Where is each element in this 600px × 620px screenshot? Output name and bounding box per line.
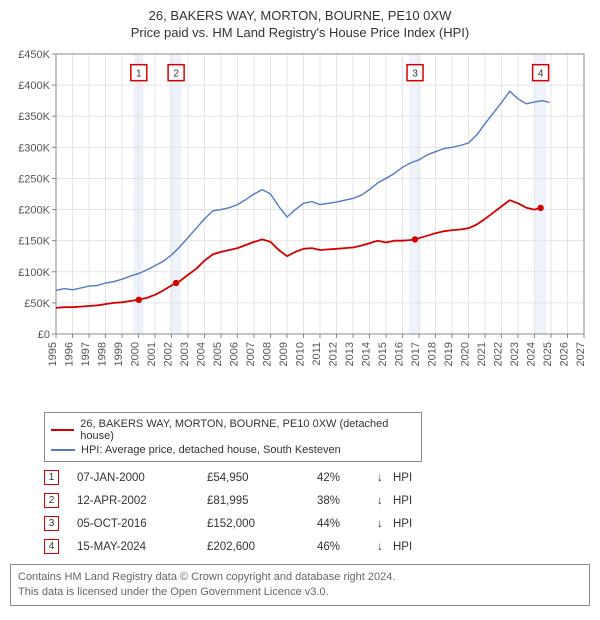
svg-text:2: 2	[173, 69, 179, 80]
table-row: 2 12-APR-2002 £81,995 38% ↓ HPI	[44, 489, 590, 512]
legend-item: HPI: Average price, detached house, Sout…	[51, 443, 415, 457]
svg-text:2020: 2020	[460, 342, 472, 366]
chart-subtitle: Price paid vs. HM Land Registry's House …	[10, 25, 590, 40]
table-row: 3 05-OCT-2016 £152,000 44% ↓ HPI	[44, 512, 590, 535]
svg-text:4: 4	[538, 69, 544, 80]
svg-text:2000: 2000	[130, 342, 142, 366]
tx-pct: 46%	[317, 541, 377, 553]
svg-text:2025: 2025	[542, 342, 554, 366]
tx-date: 07-JAN-2000	[77, 472, 207, 484]
svg-text:1998: 1998	[97, 342, 109, 366]
svg-text:2010: 2010	[295, 342, 307, 366]
svg-text:2011: 2011	[311, 342, 323, 366]
svg-text:2023: 2023	[509, 342, 521, 366]
tx-hpi-label: HPI	[393, 495, 423, 507]
tx-date: 15-MAY-2024	[77, 541, 207, 553]
tx-marker: 3	[44, 516, 59, 531]
transactions-table: 1 07-JAN-2000 £54,950 42% ↓ HPI 2 12-APR…	[44, 466, 590, 558]
svg-text:2026: 2026	[559, 342, 571, 366]
svg-text:2014: 2014	[361, 342, 373, 366]
chart-svg: £0 £50K £100K £150K £200K £250K £300K £350K £400…	[10, 46, 590, 406]
tx-hpi-label: HPI	[393, 472, 423, 484]
down-arrow-icon: ↓	[377, 472, 393, 484]
svg-text:2021: 2021	[476, 342, 488, 366]
tx-hpi-label: HPI	[393, 518, 423, 530]
legend-label: 26, BAKERS WAY, MORTON, BOURNE, PE10 0XW…	[80, 418, 415, 442]
footer-line: Contains HM Land Registry data © Crown c…	[18, 570, 582, 585]
svg-text:2017: 2017	[410, 342, 422, 366]
svg-text:£100K: £100K	[18, 267, 50, 279]
svg-text:£350K: £350K	[18, 111, 50, 123]
legend-item: 26, BAKERS WAY, MORTON, BOURNE, PE10 0XW…	[51, 417, 415, 443]
svg-text:£300K: £300K	[18, 142, 50, 154]
tx-date: 05-OCT-2016	[77, 518, 207, 530]
tx-marker: 2	[44, 493, 59, 508]
svg-text:£200K: £200K	[18, 205, 50, 217]
svg-text:2012: 2012	[328, 342, 340, 366]
down-arrow-icon: ↓	[377, 518, 393, 530]
tx-marker: 1	[44, 470, 59, 485]
tx-price: £202,600	[207, 541, 317, 553]
svg-text:1997: 1997	[80, 342, 92, 366]
legend-label: HPI: Average price, detached house, Sout…	[81, 444, 341, 456]
svg-text:2016: 2016	[394, 342, 406, 366]
svg-text:2027: 2027	[575, 342, 587, 366]
tx-date: 12-APR-2002	[77, 495, 207, 507]
chart-title: 26, BAKERS WAY, MORTON, BOURNE, PE10 0XW	[10, 8, 590, 23]
svg-text:2024: 2024	[526, 342, 538, 366]
svg-text:3: 3	[412, 69, 418, 80]
svg-text:2003: 2003	[179, 342, 191, 366]
tx-price: £152,000	[207, 518, 317, 530]
tx-pct: 38%	[317, 495, 377, 507]
svg-text:1999: 1999	[113, 342, 125, 366]
tx-marker: 4	[44, 539, 59, 554]
table-row: 1 07-JAN-2000 £54,950 42% ↓ HPI	[44, 466, 590, 489]
svg-text:2013: 2013	[344, 342, 356, 366]
svg-text:2018: 2018	[427, 342, 439, 366]
svg-text:2019: 2019	[443, 342, 455, 366]
svg-text:2015: 2015	[377, 342, 389, 366]
svg-text:2006: 2006	[229, 342, 241, 366]
down-arrow-icon: ↓	[377, 495, 393, 507]
svg-text:2002: 2002	[163, 342, 175, 366]
tx-price: £81,995	[207, 495, 317, 507]
svg-text:£150K: £150K	[18, 236, 50, 248]
svg-text:£0: £0	[38, 329, 50, 341]
tx-price: £54,950	[207, 472, 317, 484]
title-block: 26, BAKERS WAY, MORTON, BOURNE, PE10 0XW…	[10, 8, 590, 40]
legend: 26, BAKERS WAY, MORTON, BOURNE, PE10 0XW…	[44, 412, 422, 462]
svg-text:1: 1	[136, 69, 142, 80]
svg-text:2007: 2007	[245, 342, 257, 366]
legend-swatch	[51, 429, 74, 431]
tx-pct: 42%	[317, 472, 377, 484]
svg-text:£50K: £50K	[24, 298, 50, 310]
svg-text:1995: 1995	[47, 342, 59, 366]
svg-text:£450K: £450K	[18, 49, 50, 61]
svg-text:1996: 1996	[64, 342, 76, 366]
tx-pct: 44%	[317, 518, 377, 530]
svg-text:2022: 2022	[493, 342, 505, 366]
svg-text:£400K: £400K	[18, 80, 50, 92]
table-row: 4 15-MAY-2024 £202,600 46% ↓ HPI	[44, 535, 590, 558]
svg-text:2009: 2009	[278, 342, 290, 366]
svg-text:2008: 2008	[262, 342, 274, 366]
legend-swatch	[51, 449, 75, 451]
down-arrow-icon: ↓	[377, 541, 393, 553]
svg-text:2004: 2004	[196, 342, 208, 366]
svg-text:2005: 2005	[212, 342, 224, 366]
svg-text:£250K: £250K	[18, 173, 50, 185]
svg-text:2001: 2001	[146, 342, 158, 366]
tx-hpi-label: HPI	[393, 541, 423, 553]
footer-line: This data is licensed under the Open Gov…	[18, 585, 582, 600]
chart-area: £0 £50K £100K £150K £200K £250K £300K £350K £400…	[10, 46, 590, 406]
footer-attribution: Contains HM Land Registry data © Crown c…	[10, 564, 590, 606]
